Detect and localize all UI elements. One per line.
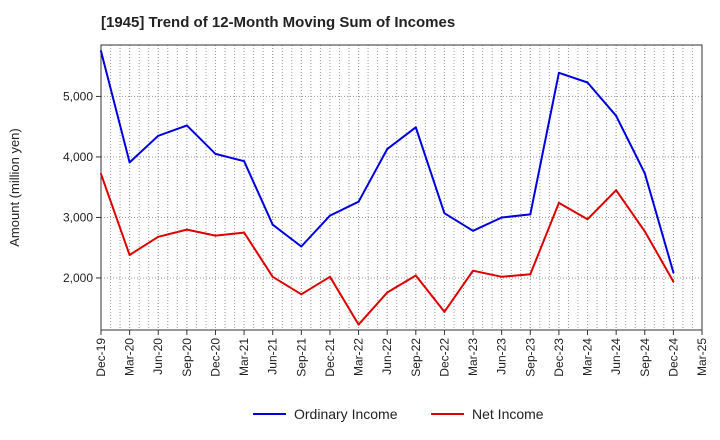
data-point [214,234,217,237]
data-point [300,245,303,248]
data-point [672,271,675,274]
data-point [586,218,589,221]
data-point [615,114,618,117]
data-point [128,161,131,164]
data-point [443,212,446,215]
data-point [328,214,331,217]
data-point [386,148,389,151]
data-point [615,189,618,192]
y-axis-title: Amount (million yen) [7,128,22,247]
data-point [557,201,560,204]
data-point [529,213,532,216]
plot-area [101,45,702,330]
x-tick-label: Dec-20 [208,338,222,377]
y-tick-label: 5,000 [63,89,93,103]
data-point [243,231,246,234]
y-tick-label: 3,000 [63,210,93,224]
legend-net-income-label: Net Income [472,406,544,422]
x-tick-label: Dec-19 [94,338,108,377]
data-point [328,275,331,278]
x-tick-label: Sep-21 [294,338,308,377]
data-point [643,230,646,233]
data-point [185,124,188,127]
x-tick-label: Mar-21 [237,338,251,376]
x-tick-label: Dec-24 [666,338,680,377]
x-tick-label: Jun-21 [266,338,280,375]
x-tick-label: Jun-24 [609,338,623,375]
data-point [557,71,560,74]
data-point [500,216,503,219]
x-tick-label: Mar-22 [352,338,366,376]
data-point [214,152,217,155]
data-point [157,235,160,238]
x-tick-label: Jun-20 [151,338,165,375]
data-point [586,81,589,84]
data-point [414,274,417,277]
data-point [672,280,675,283]
data-point [128,253,131,256]
x-tick-label: Sep-20 [180,338,194,377]
x-tick-label: Dec-21 [323,338,337,377]
data-point [643,172,646,175]
x-tick-label: Mar-20 [123,338,137,376]
data-point [500,275,503,278]
x-tick-label: Jun-22 [380,338,394,375]
x-tick-label: Sep-23 [523,338,537,377]
x-tick-label: Mar-23 [466,338,480,376]
data-point [271,223,274,226]
data-point [357,323,360,326]
x-tick-label: Mar-24 [581,338,595,376]
data-point [357,200,360,203]
y-tick-label: 4,000 [63,150,93,164]
x-tick-label: Sep-22 [409,338,423,377]
x-tick-label: Jun-23 [495,338,509,375]
y-tick-label: 2,000 [63,271,93,285]
data-point [414,126,417,129]
x-tick-label: Dec-22 [437,338,451,377]
x-tick-label: Mar-25 [695,338,709,376]
x-tick-label: Sep-24 [638,338,652,377]
data-point [300,293,303,296]
data-point [157,134,160,137]
data-point [443,310,446,313]
data-point [386,291,389,294]
data-point [472,269,475,272]
chart-title: [1945] Trend of 12-Month Moving Sum of I… [101,14,456,31]
x-tick-label: Dec-23 [552,338,566,377]
plot-frame [100,44,703,331]
data-point [472,229,475,232]
data-point [100,172,102,175]
data-point [185,228,188,231]
data-point [529,273,532,276]
data-point [243,160,246,163]
legend-ordinary-income-label: Ordinary Income [294,406,398,422]
data-point [271,275,274,278]
data-point [100,50,102,53]
